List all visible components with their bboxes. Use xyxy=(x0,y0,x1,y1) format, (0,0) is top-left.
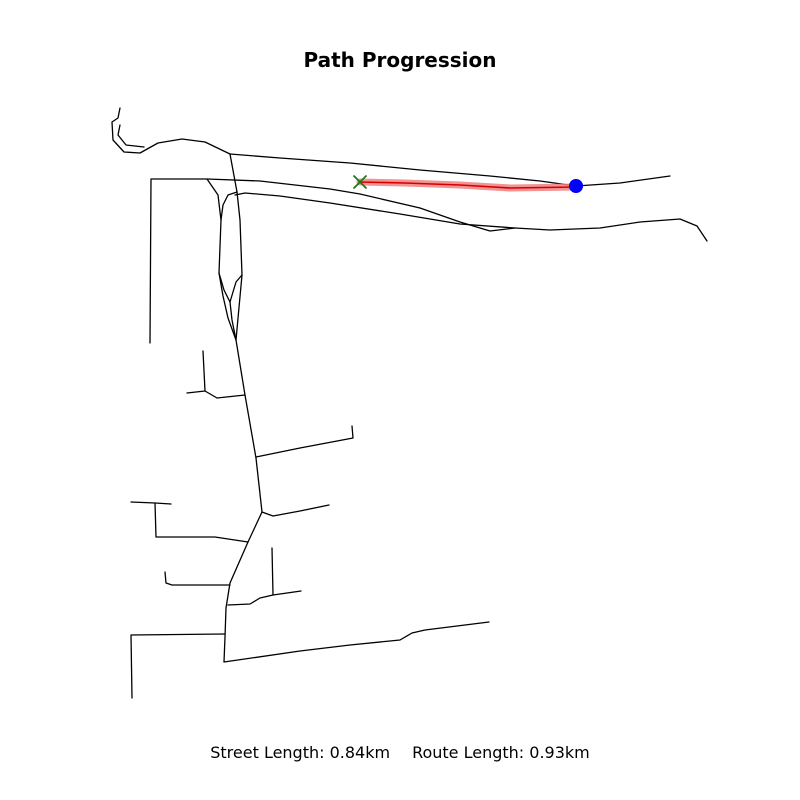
street xyxy=(234,192,708,242)
street xyxy=(218,272,243,303)
street xyxy=(229,301,237,341)
map-title: Path Progression xyxy=(303,48,497,72)
start-marker-circle-icon xyxy=(569,179,583,193)
end-marker xyxy=(352,174,368,190)
route xyxy=(356,178,580,192)
route-stats: Street Length: 0.84km Route Length: 0.93k… xyxy=(0,743,800,762)
street xyxy=(575,175,671,187)
street xyxy=(130,633,226,699)
street-network xyxy=(111,107,708,699)
route-line xyxy=(359,181,577,189)
street xyxy=(271,547,274,596)
street xyxy=(220,191,238,221)
street xyxy=(154,502,249,543)
street xyxy=(117,124,145,148)
street xyxy=(149,178,421,344)
street xyxy=(204,390,246,399)
route-length-label: Route Length: 0.93km xyxy=(412,743,590,762)
street xyxy=(164,571,231,586)
street xyxy=(229,153,577,187)
street xyxy=(261,504,330,517)
x-marker-icon xyxy=(352,174,368,190)
street xyxy=(255,425,354,458)
street xyxy=(223,153,263,663)
street-length-label: Street Length: 0.84km xyxy=(210,743,391,762)
street xyxy=(227,590,302,606)
street xyxy=(223,621,490,663)
street xyxy=(419,207,516,232)
street xyxy=(111,107,231,155)
street xyxy=(130,501,172,505)
street xyxy=(186,350,206,394)
